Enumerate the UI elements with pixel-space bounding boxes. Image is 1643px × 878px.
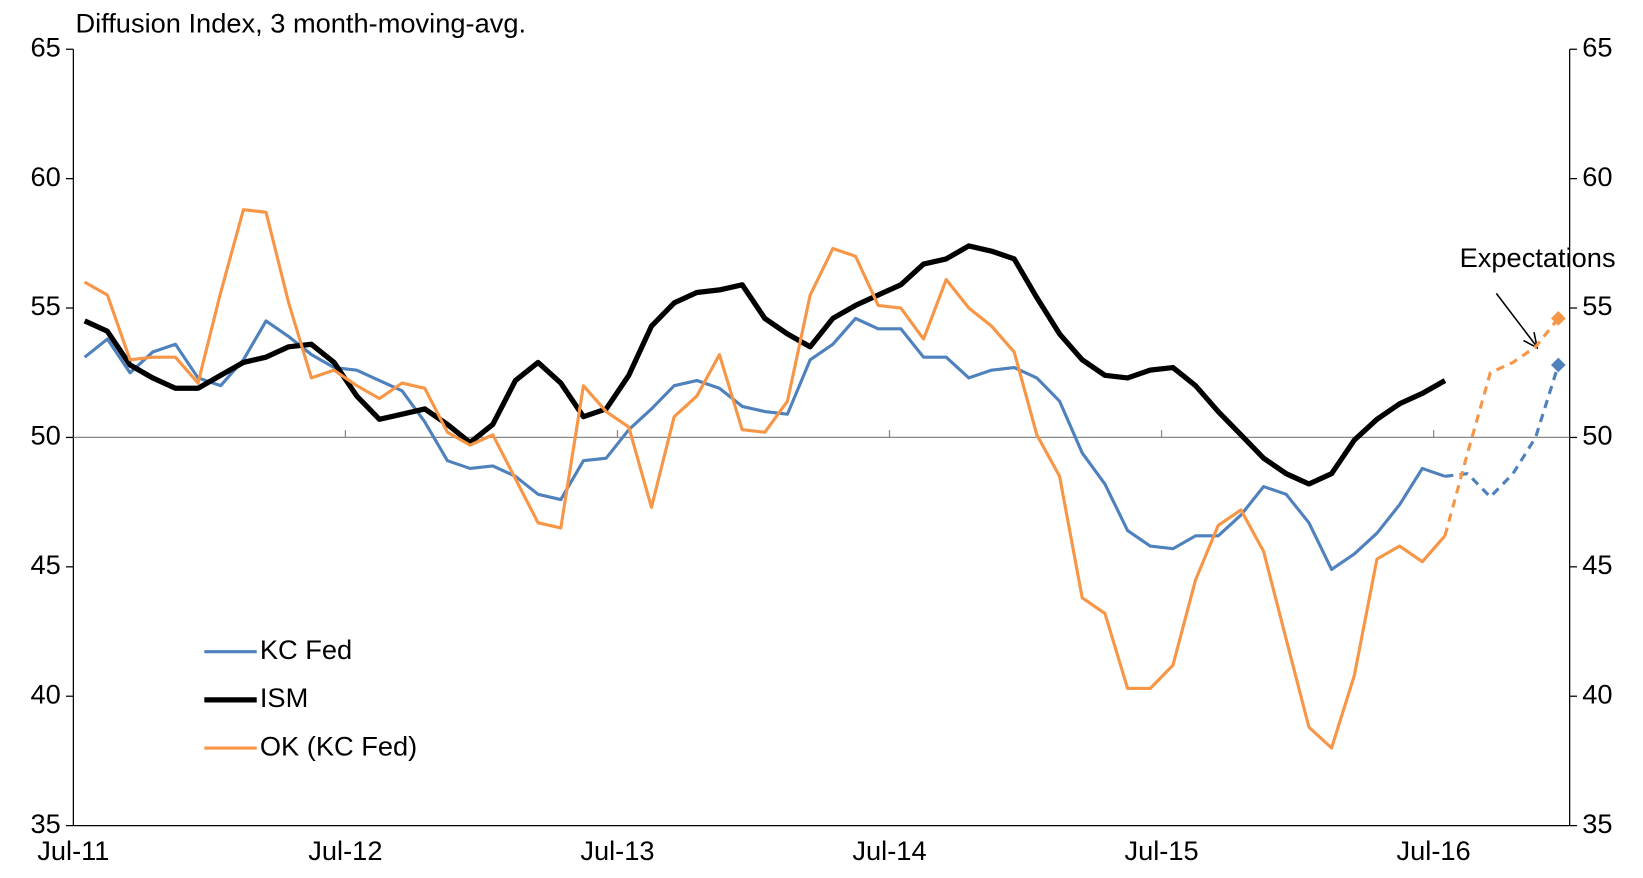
legend-label: KC Fed <box>260 634 352 665</box>
annotation: Expectations <box>1460 242 1616 273</box>
y-tick-label: 60 <box>30 161 60 192</box>
x-tick-label: Jul-15 <box>1124 835 1198 866</box>
x-tick-label: Jul-11 <box>37 835 109 866</box>
series-line <box>1443 317 1560 537</box>
y-tick-label: 45 <box>30 549 60 580</box>
end-marker <box>1550 311 1566 326</box>
y2-tick-label: 65 <box>1582 31 1612 62</box>
y2-tick-label: 50 <box>1582 420 1612 451</box>
x-tick-label: Jul-16 <box>1397 835 1471 866</box>
end-marker <box>1550 357 1566 373</box>
annotation-arrow <box>1495 292 1537 347</box>
y-tick-label: 40 <box>30 678 60 709</box>
series-line <box>83 208 1447 750</box>
y-tick-label: 35 <box>30 808 60 839</box>
y2-tick-label: 40 <box>1582 678 1612 709</box>
arrow-head <box>1523 331 1539 350</box>
legend-label: OK (KC Fed) <box>260 730 417 761</box>
y2-tick-label: 35 <box>1582 808 1612 839</box>
x-tick-label: Jul-14 <box>852 835 926 866</box>
y2-tick-label: 45 <box>1582 549 1612 580</box>
series-line <box>83 316 1446 572</box>
y-axis-label: Diffusion Index, 3 month-moving-avg. <box>75 7 526 38</box>
y2-tick-label: 60 <box>1582 161 1612 192</box>
series-line <box>83 243 1447 487</box>
legend-label: ISM <box>260 682 308 713</box>
y-tick-label: 55 <box>30 290 60 321</box>
y-tick-label: 50 <box>30 420 60 451</box>
x-tick-label: Jul-12 <box>308 835 382 866</box>
series-line <box>1444 364 1560 499</box>
y2-tick-label: 55 <box>1582 290 1612 321</box>
x-tick-label: Jul-13 <box>580 835 654 866</box>
y-tick-label: 65 <box>30 31 60 62</box>
